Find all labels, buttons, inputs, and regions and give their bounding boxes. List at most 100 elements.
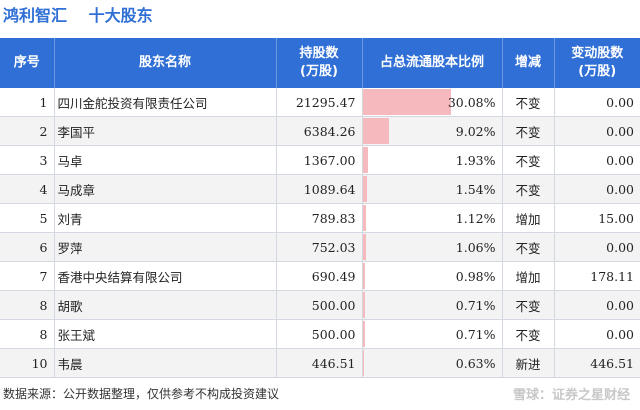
ratio-bar (362, 350, 365, 376)
change-status: 不变 (502, 88, 555, 117)
shareholder-name: 马卓 (54, 145, 277, 175)
shareholder-name: 刘青 (54, 203, 277, 233)
shares-value: 789.83 (276, 203, 363, 233)
row-rank: 8 (0, 290, 55, 320)
col-header-shares: 持股数 (万股) (276, 38, 363, 88)
shareholder-name: 胡歌 (54, 290, 277, 320)
shareholder-table: 序号 股东名称 持股数 (万股) 占总流通股本比例 增减 变动股数 (万股) 1 四川… (0, 38, 640, 378)
change-amount: 0.00 (554, 145, 640, 175)
ratio-cell: 1.06% (362, 232, 503, 262)
change-status: 增加 (502, 261, 555, 291)
table-row: 10 韦晨 446.51 0.63% 新进 446.51 (0, 348, 640, 378)
row-rank: 7 (0, 261, 55, 291)
ratio-cell: 0.71% (362, 319, 503, 349)
shares-value: 446.51 (276, 348, 363, 378)
table-row: 8 张王斌 500.00 0.71% 不变 0.00 (0, 319, 640, 349)
change-amount: 15.00 (554, 203, 640, 233)
table-row: 2 李国平 6384.26 9.02% 不变 0.00 (0, 116, 640, 146)
ratio-value: 9.02% (455, 123, 496, 139)
row-rank: 5 (0, 203, 55, 233)
shares-value: 690.49 (276, 261, 363, 291)
ratio-value: 1.93% (455, 152, 496, 168)
ratio-cell: 9.02% (362, 116, 503, 146)
col-header-rank: 序号 (0, 38, 55, 88)
col-header-ratio: 占总流通股本比例 (362, 38, 503, 88)
change-amount: 0.00 (554, 88, 640, 117)
row-rank: 6 (0, 232, 55, 262)
ratio-cell: 0.63% (362, 348, 503, 378)
ratio-bar (362, 89, 451, 115)
data-source-note: 数据来源：公开数据整理，仅供参考不构成投资建议 (3, 387, 280, 401)
change-amount: 0.00 (554, 319, 640, 349)
change-status: 增加 (502, 203, 555, 233)
row-rank: 4 (0, 174, 55, 204)
change-status: 不变 (502, 232, 555, 262)
shareholder-name: 香港中央结算有限公司 (54, 261, 277, 291)
col-header-name: 股东名称 (54, 38, 277, 88)
ratio-bar (362, 176, 367, 202)
change-status: 不变 (502, 174, 555, 204)
change-status: 不变 (502, 290, 555, 320)
ratio-cell: 1.12% (362, 203, 503, 233)
ratio-cell: 1.93% (362, 145, 503, 175)
table-row: 1 四川金舵投资有限责任公司 21295.47 30.08% 不变 0.00 (0, 88, 640, 117)
ratio-cell: 0.98% (362, 261, 503, 291)
ratio-bar (362, 147, 369, 173)
row-rank: 10 (0, 348, 55, 378)
ratio-value: 0.63% (455, 355, 496, 371)
ratio-cell: 1.54% (362, 174, 503, 204)
ratio-bar (362, 234, 366, 260)
shareholder-name: 韦晨 (54, 348, 277, 378)
ratio-bar (362, 292, 365, 318)
change-amount: 446.51 (554, 348, 640, 378)
change-amount: 0.00 (554, 174, 640, 204)
ratio-bar (362, 321, 365, 347)
page-title: 鸿利智汇 十大股东 (3, 5, 169, 27)
shareholder-name: 李国平 (54, 116, 277, 146)
change-amount: 0.00 (554, 290, 640, 320)
change-amount: 178.11 (554, 261, 640, 291)
change-amount: 0.00 (554, 232, 640, 262)
shareholder-name: 张王斌 (54, 319, 277, 349)
table-row: 4 马成章 1089.64 1.54% 不变 0.00 (0, 174, 640, 204)
ratio-value: 30.08% (447, 94, 496, 110)
ratio-value: 1.54% (455, 181, 496, 197)
col-header-change: 增减 (502, 38, 555, 88)
shares-value: 752.03 (276, 232, 363, 262)
ratio-bar (362, 205, 366, 231)
shares-value: 500.00 (276, 290, 363, 320)
shares-value: 1089.64 (276, 174, 363, 204)
table-row: 6 罗萍 752.03 1.06% 不变 0.00 (0, 232, 640, 262)
change-status: 不变 (502, 116, 555, 146)
col-header-delta: 变动股数 (万股) (554, 38, 640, 88)
ratio-cell: 30.08% (362, 88, 503, 117)
table-row: 5 刘青 789.83 1.12% 增加 15.00 (0, 203, 640, 233)
row-rank: 3 (0, 145, 55, 175)
table-row: 7 香港中央结算有限公司 690.49 0.98% 增加 178.11 (0, 261, 640, 291)
shareholder-name: 罗萍 (54, 232, 277, 262)
shares-value: 6384.26 (276, 116, 363, 146)
ratio-value: 0.71% (455, 297, 496, 313)
change-amount: 0.00 (554, 116, 640, 146)
shares-value: 1367.00 (276, 145, 363, 175)
company-name: 鸿利智汇 (3, 6, 68, 25)
ratio-value: 0.71% (455, 326, 496, 342)
table-row: 3 马卓 1367.00 1.93% 不变 0.00 (0, 145, 640, 175)
ratio-value: 0.98% (455, 268, 496, 284)
change-status: 不变 (502, 145, 555, 175)
ratio-value: 1.06% (455, 239, 496, 255)
shareholder-name: 四川金舵投资有限责任公司 (54, 88, 277, 117)
watermark: 雪球：证券之星财经 (512, 388, 630, 403)
ratio-value: 1.12% (455, 210, 496, 226)
table-row: 8 胡歌 500.00 0.71% 不变 0.00 (0, 290, 640, 320)
shares-value: 21295.47 (276, 88, 363, 117)
shareholder-name: 马成章 (54, 174, 277, 204)
ratio-bar (362, 118, 389, 144)
ratio-bar (362, 263, 366, 289)
row-rank: 2 (0, 116, 55, 146)
row-rank: 1 (0, 88, 55, 117)
shares-value: 500.00 (276, 319, 363, 349)
table-header-row: 序号 股东名称 持股数 (万股) 占总流通股本比例 增减 变动股数 (万股) (0, 38, 640, 88)
ratio-cell: 0.71% (362, 290, 503, 320)
change-status: 新进 (502, 348, 555, 378)
